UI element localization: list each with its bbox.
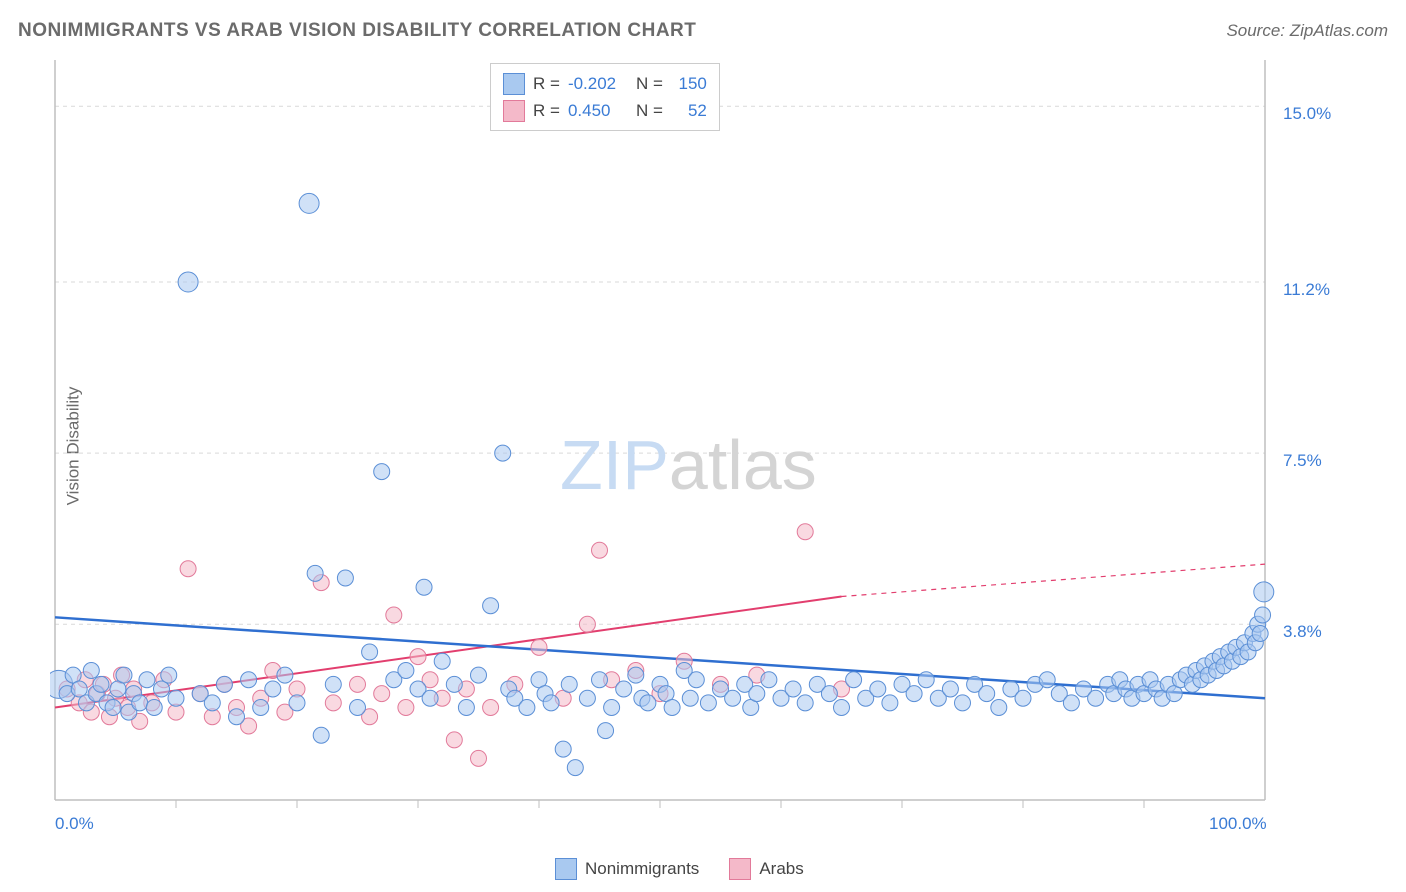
correlation-legend-box: R = -0.202 N = 150 R = 0.450 N = 52	[490, 63, 720, 131]
y-tick-label: 3.8%	[1283, 622, 1322, 642]
y-tick-label: 11.2%	[1283, 280, 1330, 300]
swatch-arabs-icon	[729, 858, 751, 880]
r-value: 0.450	[568, 97, 628, 124]
n-label: N =	[636, 97, 663, 124]
chart-container: NONIMMIGRANTS VS ARAB VISION DISABILITY …	[0, 0, 1406, 892]
y-tick-label: 7.5%	[1283, 451, 1322, 471]
chart-header: NONIMMIGRANTS VS ARAB VISION DISABILITY …	[18, 20, 1388, 42]
scatter-plot-svg	[50, 55, 1330, 835]
x-tick-label: 0.0%	[55, 814, 94, 834]
swatch-arabs-icon	[503, 100, 525, 122]
swatch-nonimmigrants-icon	[503, 73, 525, 95]
legend-item-arabs: Arabs	[729, 858, 803, 880]
legend-label: Nonimmigrants	[585, 859, 699, 879]
r-label: R =	[533, 70, 560, 97]
chart-source: Source: ZipAtlas.com	[1226, 21, 1388, 41]
correlation-row-nonimmigrants: R = -0.202 N = 150	[503, 70, 707, 97]
bottom-legend: Nonimmigrants Arabs	[555, 858, 804, 880]
n-value: 52	[671, 97, 707, 124]
chart-title: NONIMMIGRANTS VS ARAB VISION DISABILITY …	[18, 20, 696, 42]
r-value: -0.202	[568, 70, 628, 97]
n-value: 150	[671, 70, 707, 97]
y-tick-label: 15.0%	[1283, 104, 1331, 124]
swatch-nonimmigrants-icon	[555, 858, 577, 880]
legend-label: Arabs	[759, 859, 803, 879]
legend-item-nonimmigrants: Nonimmigrants	[555, 858, 699, 880]
n-label: N =	[636, 70, 663, 97]
correlation-row-arabs: R = 0.450 N = 52	[503, 97, 707, 124]
x-tick-label: 100.0%	[1209, 814, 1267, 834]
plot-area: ZIPatlas R = -0.202 N = 150 R = 0.450 N …	[50, 55, 1330, 835]
r-label: R =	[533, 97, 560, 124]
